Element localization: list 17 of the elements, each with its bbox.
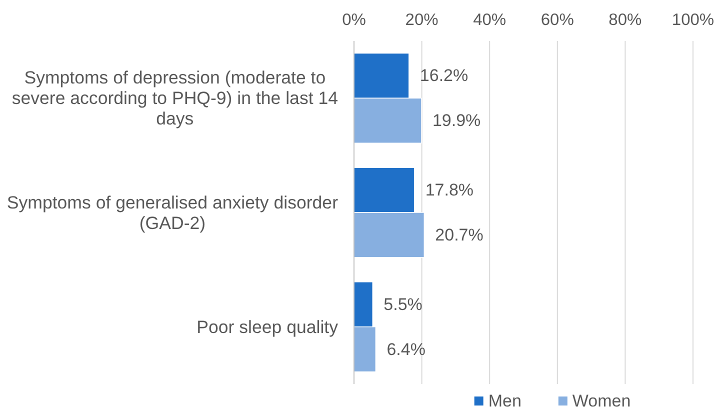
x-tick-label: 100% — [672, 11, 714, 29]
x-tick-label: 80% — [608, 11, 642, 29]
y-tick-label: Poor sleep quality — [196, 316, 338, 337]
legend-label: Women — [572, 392, 631, 410]
x-tick-label: 40% — [473, 11, 506, 29]
y-tick-label: Symptoms of generalised anxiety disorder (GAD-2) — [6, 192, 338, 233]
x-tick-label: 60% — [540, 11, 574, 29]
legend-label: Men — [488, 392, 522, 410]
data-label: 19.9% — [432, 111, 481, 130]
data-label: 16.2% — [420, 66, 468, 86]
data-label: 17.8% — [425, 180, 474, 200]
data-label: 20.7% — [435, 225, 484, 244]
data-label: 6.4% — [386, 340, 426, 359]
y-tick-label: Symptoms of depression (moderate to severe according to PHQ-9) in the last 14 days — [12, 68, 338, 129]
x-tick-label: 20% — [405, 11, 439, 29]
x-tick-label: 0% — [342, 11, 366, 29]
data-label: 5.5% — [384, 294, 422, 314]
